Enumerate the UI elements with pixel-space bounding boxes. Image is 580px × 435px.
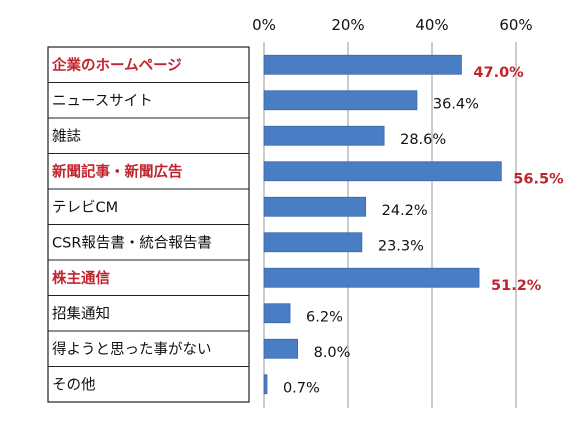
value-labels: 47.0% 36.4% 28.6% 56.5% 24.2% 23.3% 51.2% 6.2% 8… xyxy=(283,65,564,397)
value-label: 36.4% xyxy=(433,96,479,112)
category-label: ニュースサイト xyxy=(52,93,153,109)
value-label: 6.2% xyxy=(306,309,343,325)
category-label: 雑誌 xyxy=(52,128,81,145)
category-label: 企業のホームページ xyxy=(51,56,182,74)
bar xyxy=(263,54,462,75)
x-tick-label: 60% xyxy=(499,16,532,34)
category-label: CSR報告書・統合報告書 xyxy=(52,234,212,251)
x-tick-label: 0% xyxy=(252,16,276,34)
bar xyxy=(263,161,502,182)
bar xyxy=(263,267,480,288)
bar xyxy=(263,90,418,111)
bar xyxy=(263,303,291,324)
bars xyxy=(263,54,502,395)
x-tick-label: 40% xyxy=(415,16,448,34)
category-label: 新聞記事・新聞広告 xyxy=(52,162,183,180)
bar xyxy=(263,374,268,395)
category-label: 株主通信 xyxy=(52,269,110,287)
value-label: 51.2% xyxy=(491,278,542,294)
category-label: テレビCM xyxy=(52,199,118,216)
value-label: 0.7% xyxy=(283,380,320,396)
category-label: 招集通知 xyxy=(52,305,110,322)
value-label: 24.2% xyxy=(382,203,428,219)
value-label: 56.5% xyxy=(513,171,564,187)
bar xyxy=(263,232,363,253)
value-label: 47.0% xyxy=(473,65,524,81)
x-axis-ticks: 0% 20% 40% 60% xyxy=(252,16,533,34)
bar xyxy=(263,196,367,217)
category-label: 得ようと思った事がない xyxy=(52,341,212,358)
value-label: 8.0% xyxy=(314,345,351,361)
value-label: 28.6% xyxy=(400,132,446,148)
value-label: 23.3% xyxy=(378,238,424,254)
bar xyxy=(263,125,385,146)
category-label: その他 xyxy=(52,376,96,393)
bar xyxy=(263,338,298,359)
x-tick-label: 20% xyxy=(331,16,364,34)
